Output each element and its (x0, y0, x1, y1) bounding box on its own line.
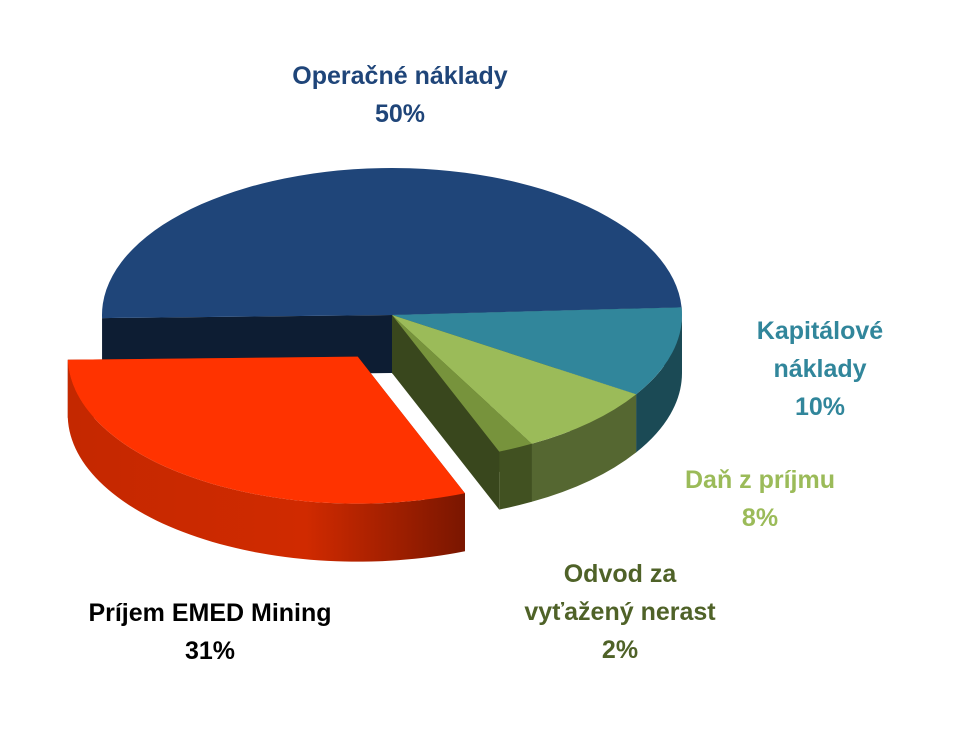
label-kapitalove-name-2: náklady (773, 355, 867, 383)
slice-side-prijem (67, 359, 465, 562)
label-dan-z-prijmu: Daň z príjmu 8% (640, 461, 880, 537)
label-dan-value: 8% (741, 504, 779, 532)
label-dan-name: Daň z príjmu (684, 466, 835, 494)
label-kapitalove-name-1: Kapitálové (756, 317, 884, 345)
label-kapitalove-naklady: Kapitálové náklady 10% (700, 312, 940, 426)
label-prijem-value: 31% (184, 637, 236, 665)
label-odvod-value: 2% (601, 636, 639, 664)
label-prijem-emed: Príjem EMED Mining 31% (40, 594, 380, 670)
slice-wall-end-odvod (392, 315, 500, 510)
slice-prijem (67, 356, 465, 504)
label-odvod-name-1: Odvod za (563, 560, 677, 588)
slice-side-dan (531, 394, 637, 502)
label-prijem-name: Príjem EMED Mining (88, 599, 332, 627)
label-operacne-value: 50% (374, 100, 426, 128)
label-kapitalove-value: 10% (794, 393, 846, 421)
slice-side-odvod (499, 443, 532, 510)
label-operacne-name: Operačné náklady (292, 62, 508, 90)
slice-operacne (101, 167, 682, 319)
label-odvod-name-2: vyťažený nerast (524, 598, 716, 626)
label-operacne-naklady: Operačné náklady 50% (240, 57, 560, 133)
label-odvod: Odvod za vyťažený nerast 2% (490, 555, 750, 669)
slice-odvod (392, 315, 532, 452)
slice-kapitalove (392, 307, 683, 395)
slice-side-kapitalove (636, 315, 682, 453)
slice-dan (392, 315, 637, 444)
